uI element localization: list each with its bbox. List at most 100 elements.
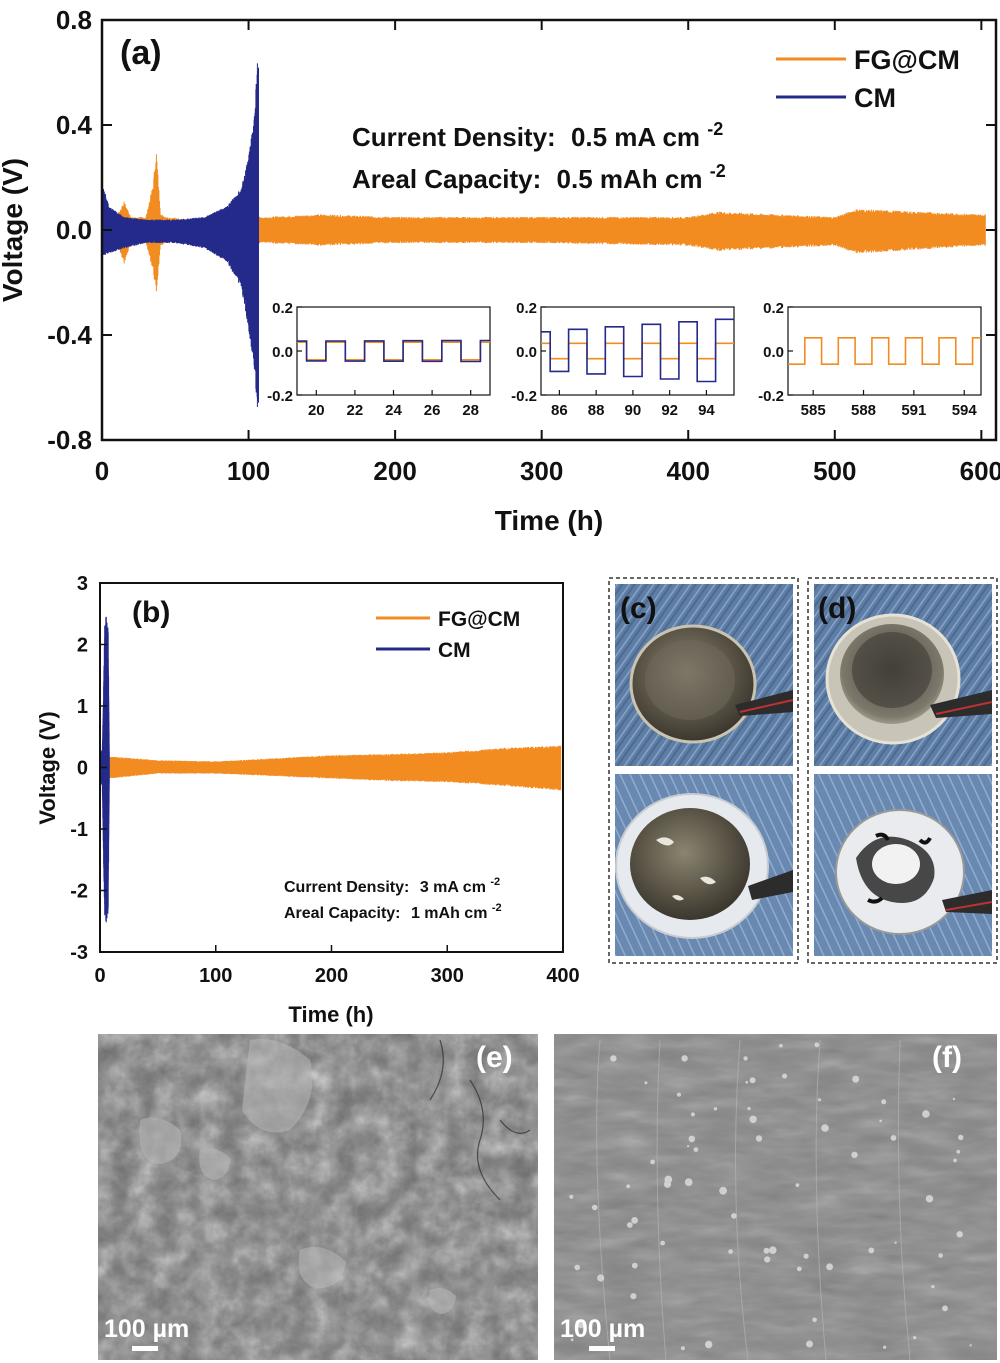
chart-a-x-tick-label: 300 (520, 456, 563, 486)
inset-series-cm (541, 318, 734, 383)
chart-b-areal-capacity: Areal Capacity: 1 mAh cm -2 (284, 902, 502, 922)
photo-c-label: (c) (620, 592, 657, 625)
photo-panel-d: (d) (807, 577, 998, 964)
sem-e-cracks (429, 1039, 531, 1201)
photo-c-bottom (615, 774, 793, 956)
sem-f-speck (597, 1274, 605, 1282)
inset-x-tick-label: 86 (551, 402, 568, 419)
sem-f-speck (693, 1147, 699, 1152)
chart-a-legend: FG@CM CM (776, 45, 960, 113)
sem-f-speck (803, 1253, 809, 1259)
chart-b-x-tick-label: 0 (94, 965, 105, 987)
chart-a-current-density: Current Density: 0.5 mA cm -2 (352, 119, 723, 152)
sem-f-speck (660, 1240, 665, 1246)
sem-f-speck (812, 1317, 817, 1323)
inset-y-tick-label: 0.0 (763, 344, 784, 361)
inset-frame (787, 306, 982, 396)
inset-series-fg (788, 337, 981, 365)
chart-b-y-tick-label: -3 (70, 942, 88, 964)
chart-a-x-tick-label: 100 (227, 456, 270, 486)
sem-f-speck (806, 1340, 813, 1348)
photo-c-top (615, 584, 794, 766)
sem-f-streaks (596, 1039, 911, 1361)
sem-f-particles (569, 1042, 972, 1351)
sem-f-speck (942, 1305, 948, 1312)
photo-d-bottom (814, 774, 993, 956)
inset-y-tick-label: 0.2 (763, 300, 784, 317)
chart-b-y-tick-label: 2 (77, 635, 88, 657)
inset-x-tick-label: 88 (588, 402, 605, 419)
sem-f-speck (821, 1124, 829, 1132)
sem-f-speck (690, 1112, 695, 1117)
chart-b-current-density-exp: -2 (490, 876, 500, 888)
chart-a-series-cm (101, 63, 259, 407)
chart-a-x-tick-label: 200 (373, 456, 416, 486)
chart-a-current-density-label: Current Density: (352, 122, 556, 152)
chart-b-series-cm (99, 616, 110, 923)
sem-f-speck (956, 1231, 963, 1238)
chart-b-x-axis: 0 100 200 300 400 (94, 945, 580, 987)
sem-f-speck (630, 1293, 637, 1300)
chart-a-y-axis-label: Voltage (V) (0, 158, 28, 302)
chart-a-areal-capacity: Areal Capacity: 0.5 mAh cm -2 (352, 161, 726, 194)
chart-a-inset-3: 585 588 591 594 0.2 0.0 -0.2 (758, 300, 982, 419)
sem-f-speck (852, 1075, 860, 1083)
chart-a-areal-capacity-value: 0.5 mAh cm (557, 164, 703, 194)
sem-f-speck (705, 1340, 713, 1349)
sem-f-speck (713, 1107, 718, 1111)
sem-f-speck (610, 1055, 617, 1062)
chart-a-y-tick-label: -0.4 (47, 320, 92, 350)
inset-series-cm (297, 339, 490, 363)
chart-b-current-density: Current Density: 3 mA cm -2 (284, 876, 500, 896)
chart-a-legend-fg-label: FG@CM (854, 45, 960, 75)
chart-b-annotation: Current Density: 3 mA cm -2 Areal Capaci… (284, 876, 502, 922)
sem-f-scale-text: 100 µm (560, 1315, 645, 1343)
chart-a-areal-capacity-label: Areal Capacity: (352, 164, 541, 194)
sem-f-speck (684, 1178, 693, 1186)
chart-b-y-tick-label: -2 (70, 881, 88, 903)
chart-a-y-tick-label: 0.4 (56, 110, 93, 140)
chart-b-areal-capacity-label: Areal Capacity: (284, 905, 401, 922)
sem-f-speck (782, 1073, 788, 1079)
inset-x-tick-label: 585 (801, 402, 826, 419)
photo-panel-c: (c) (608, 577, 799, 964)
sem-f-speck (952, 1097, 956, 1101)
sem-f-speck (931, 1285, 935, 1289)
sem-f-speck (644, 1081, 648, 1085)
chart-b-x-tick-label: 100 (199, 965, 232, 987)
inset-x-tick-label: 24 (385, 402, 402, 419)
inset-x-tick-label: 92 (661, 402, 678, 419)
photo-d-label: (d) (818, 592, 856, 625)
sem-f-speck (570, 1338, 574, 1342)
sem-f-speck (743, 1056, 748, 1061)
chart-a-inset-1: 20 22 24 26 28 0.2 0.0 -0.2 (267, 300, 491, 419)
sem-f-speck (969, 1344, 972, 1347)
sem-f-speck (719, 1186, 727, 1195)
inset-y-tick-label: -0.2 (511, 388, 537, 405)
sem-f-speck (574, 1264, 580, 1271)
inset-y-tick-label: -0.2 (758, 388, 784, 405)
chart-a-x-axis-label: Time (h) (495, 505, 603, 536)
sem-f-speck (868, 1247, 875, 1254)
chart-b-x-tick-label: 300 (431, 965, 464, 987)
chart-b-y-tick-label: 3 (77, 573, 88, 595)
sem-f-speck (890, 1135, 897, 1141)
sem-f-speck (681, 1055, 688, 1062)
inset-x-tick-label: 22 (347, 402, 364, 419)
sem-f-speck (769, 1246, 777, 1254)
chart-a-x-axis: 0 100 200 300 400 500 600 (95, 20, 1000, 486)
chart-b-legend-cm-label: CM (438, 639, 471, 662)
sem-f-speck (879, 1119, 882, 1123)
chart-a-panel-label: (a) (120, 34, 162, 72)
sem-f-speck (688, 1135, 696, 1143)
chart-b-x-tick-label: 200 (315, 965, 348, 987)
chart-b-panel-label: (b) (132, 596, 170, 629)
inset-y-tick-label: 0.2 (516, 300, 537, 317)
chart-b: 0 100 200 300 400 3 2 1 0 -1 -2 -3 (b) Time (h) Vo… (35, 573, 580, 1027)
sem-f-speck (881, 1099, 887, 1105)
inset-y-tick-label: 0.0 (516, 344, 537, 361)
sem-f-speck (814, 1042, 820, 1048)
sem-f-speck (925, 1195, 934, 1203)
sem-f-speck (676, 1092, 682, 1097)
